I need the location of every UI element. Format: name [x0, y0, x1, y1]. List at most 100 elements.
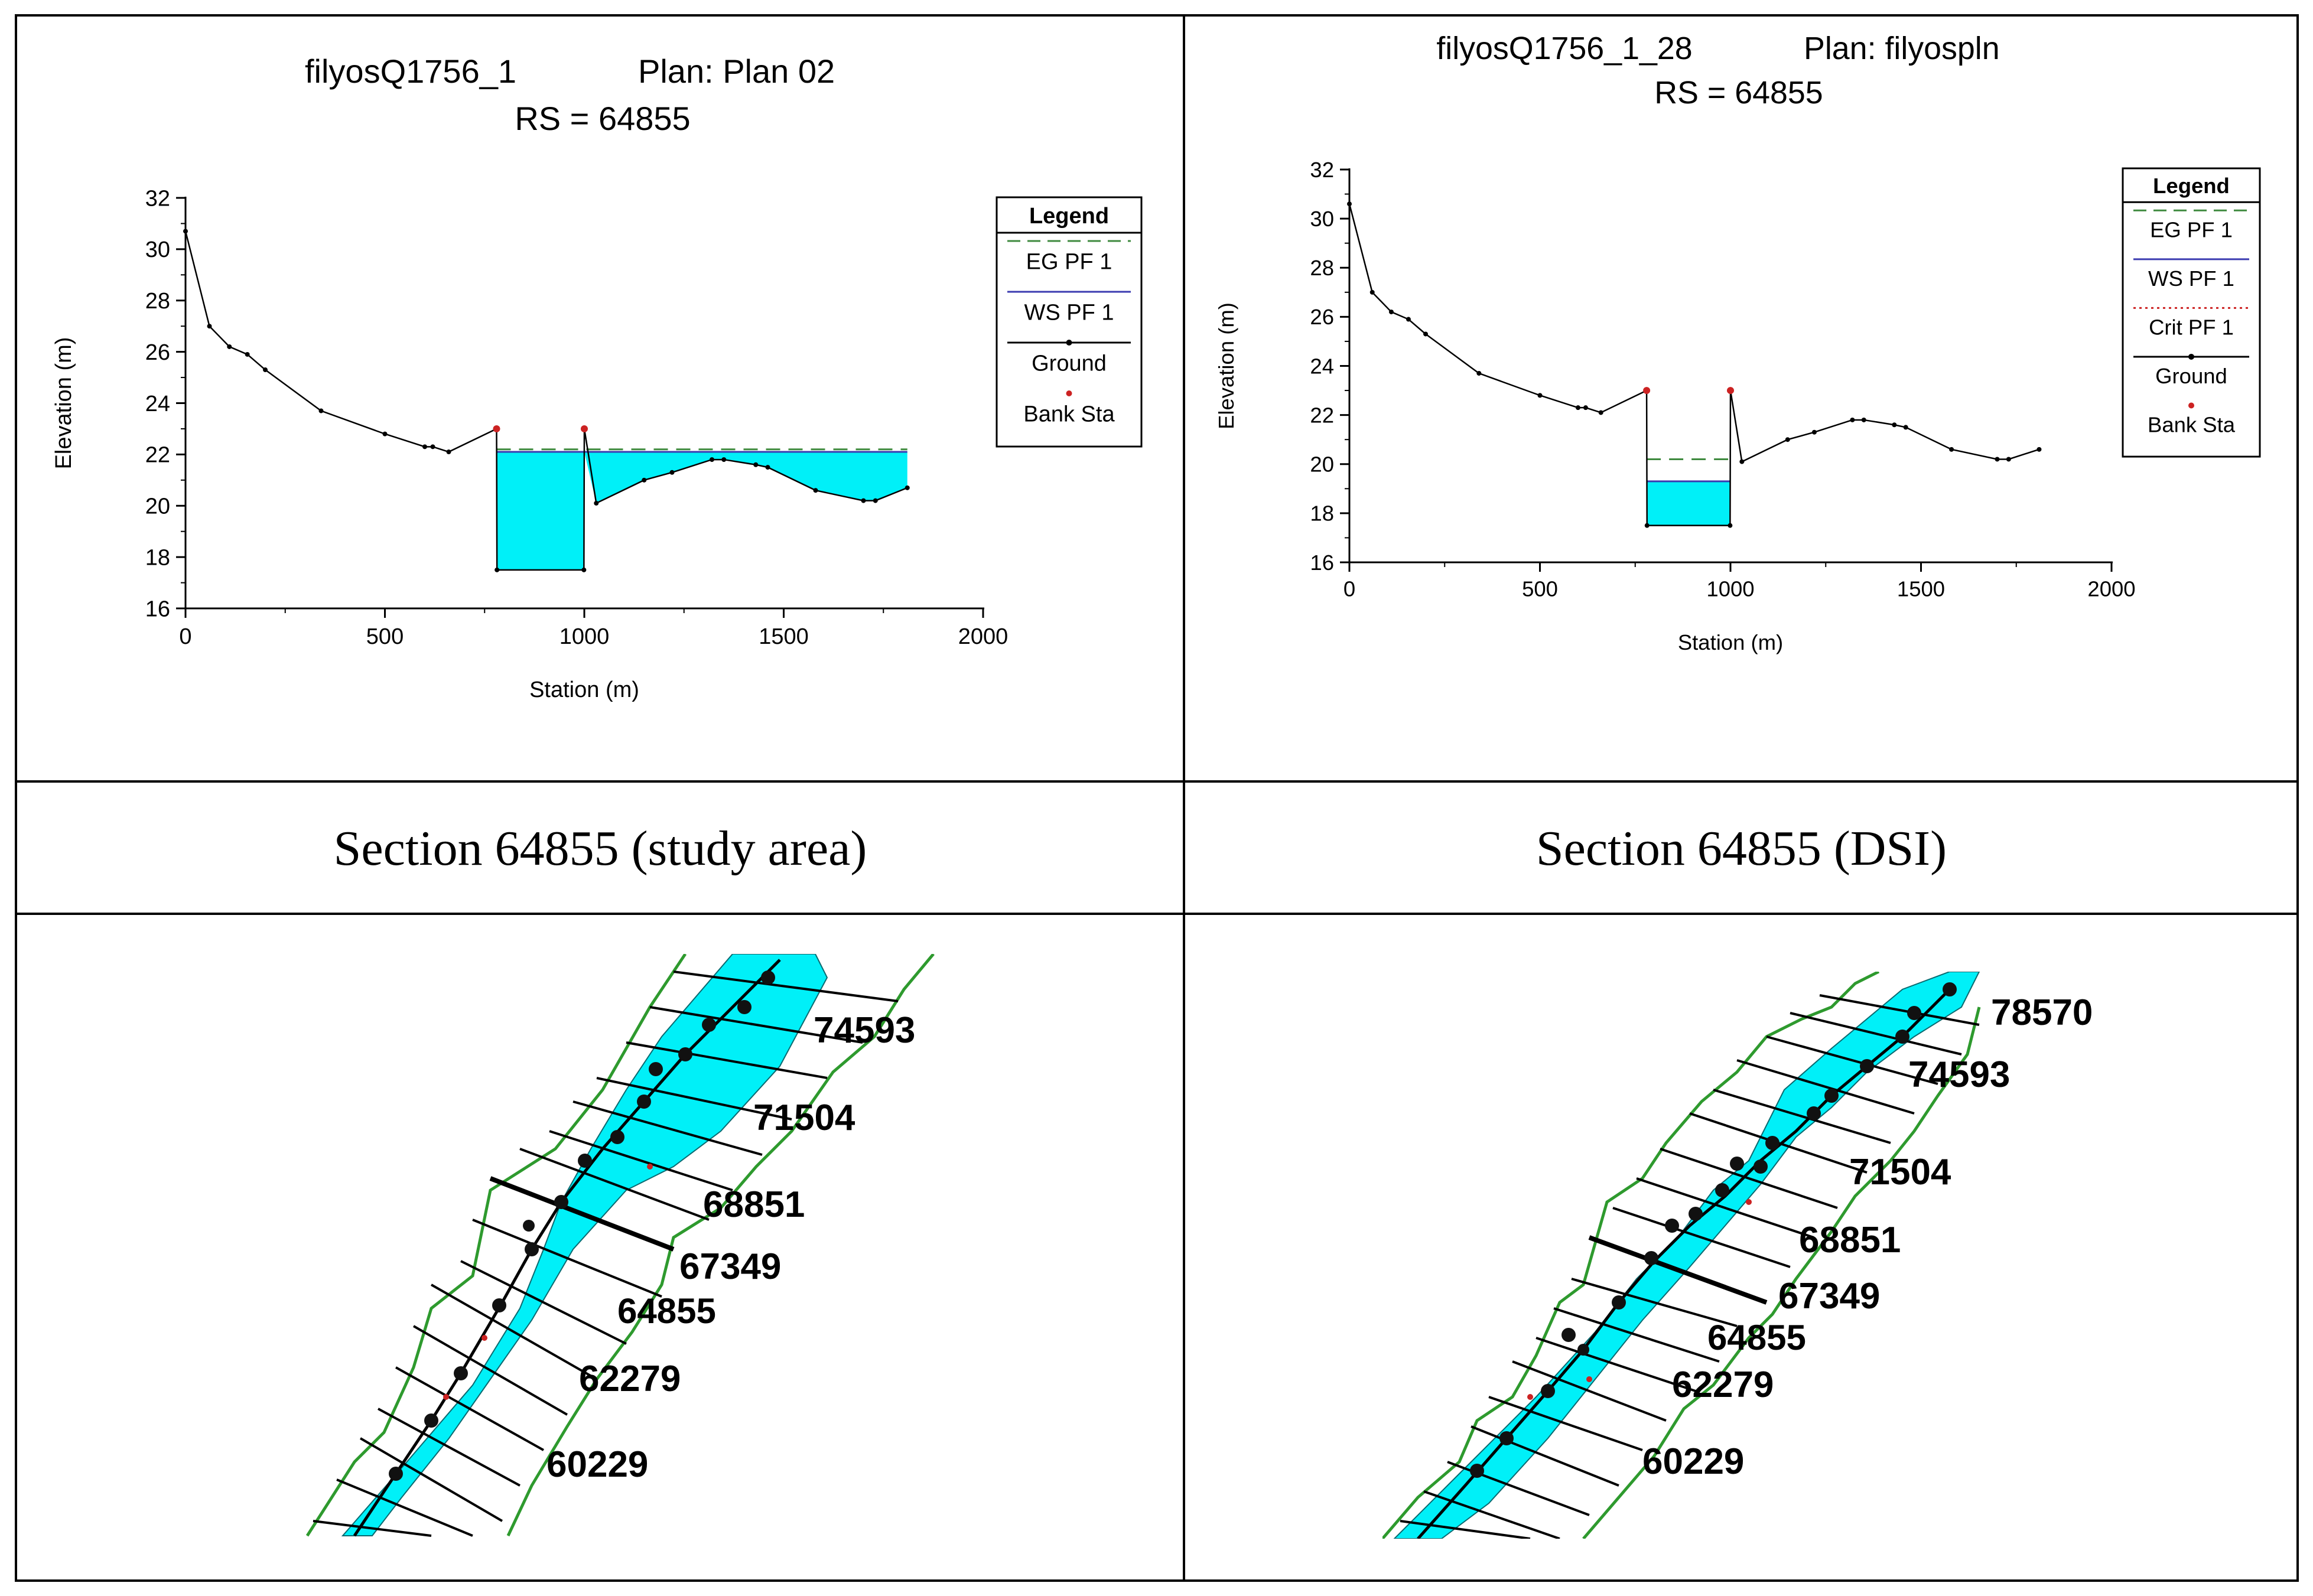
- ground-point: [422, 444, 427, 450]
- river-centerline: [353, 959, 781, 1537]
- x-tick-label: 500: [366, 624, 404, 649]
- x-tick-label: 1000: [1706, 577, 1754, 601]
- map-label: 78570: [1991, 992, 2093, 1033]
- map-dsi: 78570 74593 71504 68851 67349 64855 6227…: [1382, 972, 2093, 1539]
- caption-right-text: Section 64855 (DSI): [1536, 820, 1947, 876]
- x-tick-label: 1500: [1897, 577, 1945, 601]
- map-label: 60229: [1642, 1441, 1744, 1482]
- ground-point: [227, 344, 232, 349]
- map-label: 74593: [1908, 1054, 2010, 1095]
- ground-point: [382, 431, 388, 437]
- y-tick-label: 32: [1310, 158, 1334, 182]
- x-tick-label: 0: [179, 624, 191, 649]
- ground-point: [710, 457, 714, 462]
- map-boundary-right: [506, 954, 935, 1537]
- legend-symbol-dot: [2188, 353, 2194, 360]
- y-tick-label: 20: [1310, 452, 1334, 477]
- cross-sections: [1400, 994, 1980, 1539]
- legend-title: Legend: [1029, 204, 1109, 229]
- map-boundary-left: [305, 954, 687, 1537]
- ground-point: [1739, 459, 1745, 464]
- map-label: 68851: [1799, 1220, 1901, 1260]
- legend-item-label: Crit PF 1: [2149, 315, 2234, 340]
- chart-plan: Plan: filyospln: [1804, 31, 2000, 66]
- bank-station-point: [1643, 387, 1651, 395]
- ground-point: [1423, 331, 1428, 337]
- ground-point: [1347, 201, 1352, 207]
- ground-point: [1949, 447, 1954, 452]
- y-tick-label: 24: [145, 392, 170, 416]
- x-tick-label: 1500: [759, 624, 809, 649]
- ground-point: [1598, 410, 1603, 415]
- chart-title: filyosQ1756_1: [305, 53, 516, 90]
- ground-point: [1388, 310, 1394, 315]
- ground-point: [495, 567, 500, 572]
- ground-point: [1583, 405, 1588, 411]
- x-axis-label: Station (m): [529, 678, 639, 702]
- section-nodes: [389, 970, 775, 1481]
- caption-study-area: Section 64855 (study area): [18, 784, 1183, 913]
- map-study-area: 74593 71504 68851 67349 64855 62279 6022…: [305, 954, 935, 1537]
- legend-item-label: EG PF 1: [1026, 249, 1112, 274]
- y-tick-label: 20: [145, 494, 170, 519]
- ground-point: [765, 465, 770, 470]
- legend-symbol: [1066, 390, 1072, 396]
- legend-item-label: Bank Sta: [1023, 402, 1115, 426]
- ground-point: [1476, 370, 1482, 376]
- ground-point: [721, 457, 727, 462]
- legend: Legend EG PF 1 WS PF 1 Crit PF 1 Ground Bank …: [2122, 167, 2261, 458]
- x-tick-label: 500: [1522, 577, 1558, 601]
- map-label: 68851: [703, 1184, 805, 1225]
- x-tick-label: 2000: [2087, 577, 2135, 601]
- ground-point: [1892, 422, 1897, 428]
- ground-point: [1406, 317, 1411, 322]
- x-tick-label: 1000: [559, 624, 610, 649]
- y-axis-label: Elevation (m): [1214, 302, 1238, 429]
- x-axis-label: Station (m): [1678, 630, 1783, 654]
- x-tick-label: 0: [1343, 577, 1355, 601]
- ground-point: [1537, 393, 1543, 398]
- y-tick-label: 26: [145, 340, 170, 365]
- ground-point: [905, 485, 910, 490]
- legend-item-label: Ground: [2155, 364, 2227, 388]
- map-boundary-right: [1582, 1007, 1981, 1539]
- caption-left-text: Section 64855 (study area): [333, 820, 867, 876]
- y-tick-label: 18: [1310, 501, 1334, 526]
- river-centerline: [1417, 988, 1951, 1539]
- map-label: 60229: [546, 1444, 648, 1485]
- map-label: 71504: [753, 1097, 855, 1138]
- ground-point: [753, 462, 759, 467]
- y-tick-label: 28: [1310, 256, 1334, 280]
- ground-point: [1576, 405, 1580, 411]
- y-tick-label: 28: [145, 289, 170, 314]
- ground-point: [2006, 457, 2011, 462]
- chart-dsi: filyosQ1756_1_28 Plan: filyospln RS = 6485…: [1214, 31, 2261, 654]
- ground-point: [813, 488, 818, 493]
- legend-box: [996, 196, 1143, 448]
- map-label: 67349: [679, 1246, 781, 1287]
- x-tick-label: 2000: [958, 624, 1009, 649]
- ground-point: [430, 444, 435, 450]
- river-water: [341, 954, 828, 1536]
- ground-point: [1785, 437, 1790, 442]
- y-tick-label: 24: [1310, 354, 1334, 378]
- map-label: 67349: [1778, 1276, 1880, 1317]
- legend-symbol: [2188, 402, 2194, 409]
- map-label: 62279: [579, 1359, 681, 1399]
- ground-point: [642, 477, 647, 483]
- y-tick-label: 16: [1310, 551, 1334, 575]
- ground-point: [1728, 523, 1733, 528]
- y-tick-label: 30: [145, 237, 170, 262]
- legend-item-label: WS PF 1: [1024, 300, 1114, 325]
- ground-point: [1861, 417, 1866, 422]
- legend: Legend EG PF 1 WS PF 1 Ground Bank Sta: [996, 196, 1143, 448]
- y-tick-label: 22: [1310, 403, 1334, 427]
- chart-subtitle: RS = 64855: [1654, 75, 1823, 110]
- map-label: 71504: [1849, 1152, 1951, 1193]
- water-area: [496, 452, 907, 570]
- y-tick-label: 22: [145, 443, 170, 468]
- y-tick-label: 16: [145, 597, 170, 621]
- legend-title: Legend: [2153, 174, 2230, 198]
- chart-plan: Plan: Plan 02: [638, 53, 835, 90]
- legend-item-label: WS PF 1: [2148, 266, 2234, 291]
